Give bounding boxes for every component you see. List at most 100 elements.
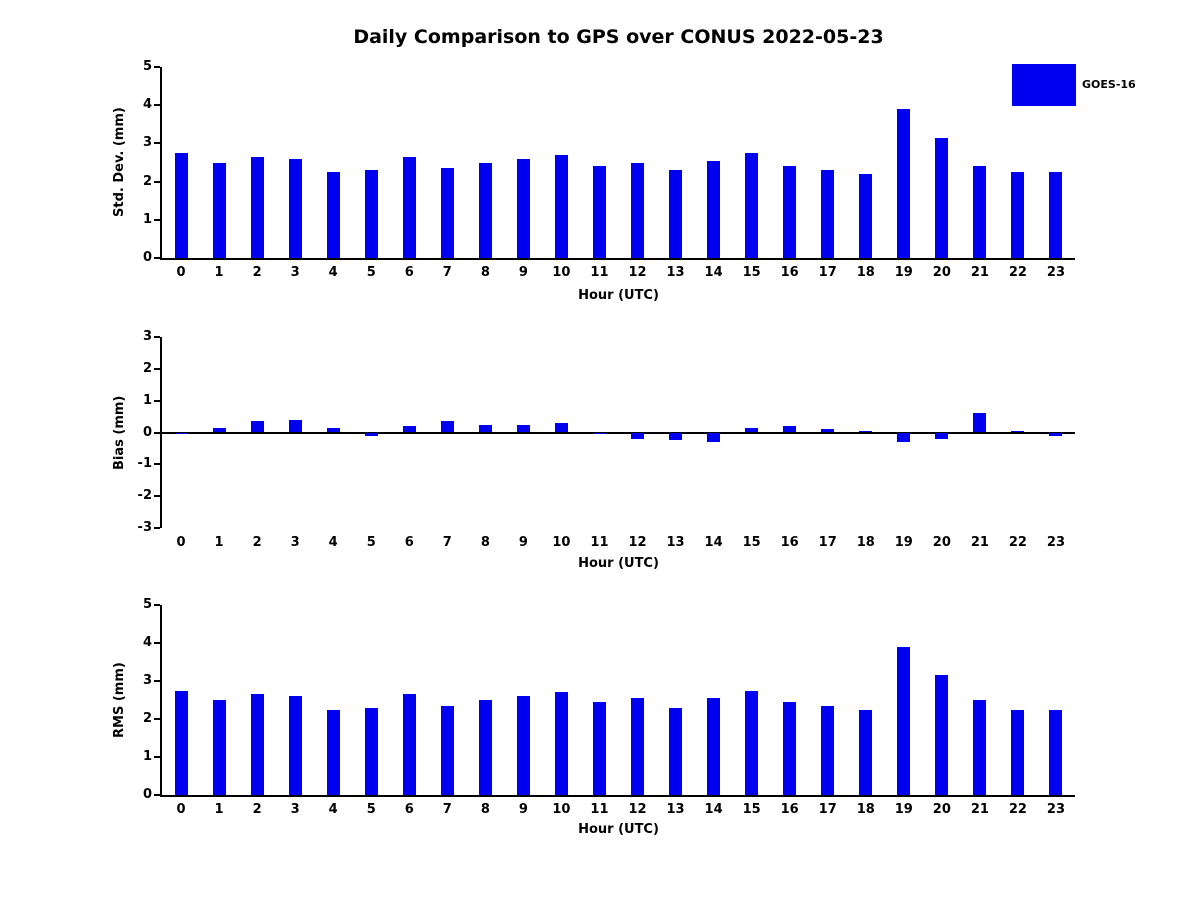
x-tick-label: 20 <box>932 265 951 280</box>
x-tick-label: 5 <box>366 802 376 817</box>
x-tick-label: 6 <box>404 535 414 550</box>
y-tick-mark <box>154 642 160 644</box>
x-tick-label: 18 <box>856 265 875 280</box>
bar <box>402 426 416 433</box>
y-tick-label: 0 <box>142 424 152 440</box>
stddev-x-axis-label: Hour (UTC) <box>578 288 659 303</box>
x-tick-label: 23 <box>1046 265 1066 280</box>
x-tick-label: 4 <box>328 265 338 280</box>
x-tick-label: 2 <box>252 265 262 280</box>
x-tick-label: 7 <box>442 535 452 550</box>
y-tick-label: 1 <box>142 749 152 764</box>
bar <box>935 675 949 795</box>
stddev-y-axis-label: Std. Dev. (mm) <box>112 107 127 218</box>
x-tick-label: 19 <box>894 265 913 280</box>
y-tick-label: 1 <box>142 392 152 408</box>
x-tick-label: 8 <box>480 265 490 280</box>
x-tick-label: 19 <box>894 802 913 817</box>
bar <box>402 694 416 795</box>
rms-plot: 0 1 2 3 4 5 0 1 2 3 4 5 6 7 8 9 10 11 12 13 14 15 16 17 18 19 20 21… <box>143 597 1075 817</box>
x-tick-label: 17 <box>818 802 837 817</box>
bar <box>821 170 835 258</box>
x-tick-label: 17 <box>818 535 837 550</box>
y-tick-label: 2 <box>142 173 152 189</box>
bar <box>212 427 226 433</box>
bar <box>516 696 530 795</box>
bar <box>707 698 721 795</box>
x-tick-label: 2 <box>252 535 262 550</box>
bar <box>364 707 378 795</box>
x-tick-label: 8 <box>480 802 490 817</box>
bar <box>669 707 683 795</box>
bias-plot: -3 -2 -1 0 1 2 3 0 1 2 3 4 5 6 7 8 9 10 11 12 13 14 15 16 17 18 19… <box>138 329 1075 550</box>
x-tick-label: 19 <box>894 535 913 550</box>
x-tick-label: 1 <box>214 535 224 550</box>
y-tick-label: 0 <box>142 787 152 802</box>
bar <box>250 421 264 433</box>
bar <box>326 709 340 795</box>
bar <box>1049 709 1063 795</box>
x-tick-label: 22 <box>1008 265 1027 280</box>
y-tick-label: 3 <box>142 673 152 688</box>
x-tick-label: 15 <box>742 535 761 550</box>
bar <box>326 427 340 433</box>
bar <box>288 696 302 795</box>
bar <box>859 709 873 795</box>
bar <box>745 427 759 433</box>
x-tick-label: 8 <box>480 535 490 550</box>
bar <box>1011 430 1025 433</box>
bar <box>212 162 226 258</box>
y-tick-label: 0 <box>142 250 152 265</box>
bar <box>478 162 492 258</box>
bar <box>554 422 568 433</box>
bar <box>288 419 302 433</box>
bar <box>212 700 226 795</box>
y-tick-mark <box>154 66 160 68</box>
bar <box>1049 432 1063 436</box>
bar <box>631 162 645 258</box>
bar <box>631 698 645 795</box>
x-tick-label: 15 <box>742 802 761 817</box>
bar <box>592 166 606 258</box>
y-tick-label: 5 <box>142 59 152 74</box>
x-tick-label: 15 <box>742 265 761 280</box>
bar <box>631 432 645 439</box>
bar <box>669 170 683 258</box>
bar <box>897 432 911 443</box>
y-tick-mark <box>154 463 160 466</box>
rms-y-axis-label: RMS (mm) <box>112 662 127 738</box>
x-tick-label: 0 <box>176 535 186 550</box>
bar <box>516 424 530 433</box>
bar <box>707 432 721 443</box>
x-tick-label: 21 <box>970 535 989 550</box>
x-tick-label: 23 <box>1046 535 1066 550</box>
x-tick-label: 3 <box>290 265 300 280</box>
y-tick-mark <box>154 367 160 370</box>
x-tick-label: 22 <box>1008 802 1027 817</box>
x-tick-label: 4 <box>328 535 338 550</box>
bar <box>174 690 188 795</box>
x-tick-label: 21 <box>970 265 989 280</box>
y-tick-mark <box>154 399 160 402</box>
x-tick-label: 12 <box>628 802 647 817</box>
y-tick-label: 3 <box>142 135 152 151</box>
y-tick-label: 3 <box>142 329 152 344</box>
y-tick-mark <box>154 604 160 606</box>
bar <box>554 154 568 258</box>
bias-x-axis-label: Hour (UTC) <box>578 556 659 571</box>
y-tick-label: 2 <box>142 711 152 726</box>
bar <box>174 152 188 258</box>
x-tick-label: 9 <box>518 802 528 817</box>
y-tick-label: 1 <box>142 211 152 227</box>
x-tick-label: 18 <box>856 802 875 817</box>
bar <box>592 432 606 435</box>
x-tick-label: 14 <box>704 535 723 550</box>
bar <box>478 700 492 795</box>
bar <box>440 168 454 258</box>
y-tick-label: -1 <box>137 456 152 472</box>
y-tick-mark <box>154 495 160 498</box>
bar <box>478 424 492 433</box>
x-tick-label: 11 <box>590 265 609 280</box>
x-tick-label: 6 <box>404 802 414 817</box>
